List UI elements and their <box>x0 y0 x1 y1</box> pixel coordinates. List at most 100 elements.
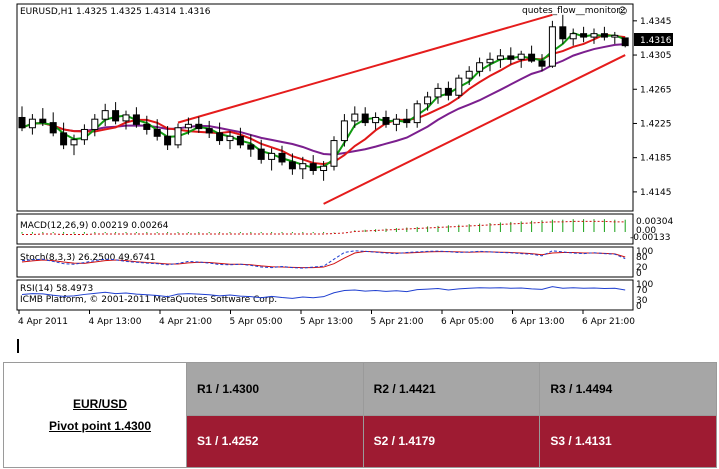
candle-body <box>39 118 47 124</box>
price-pane-frame <box>16 3 634 212</box>
macd-pane-frame <box>16 213 634 245</box>
candle-body <box>528 53 536 62</box>
candle-body <box>340 120 348 142</box>
candle-body <box>590 33 598 38</box>
candle-body <box>392 118 400 125</box>
rsi-pane[interactable]: RSI(14) 58.4973 ICMB Platform, © 2001-20… <box>16 279 653 312</box>
candle-body <box>268 152 276 160</box>
stoch-tick-0: 0 <box>636 269 642 279</box>
candle-body <box>236 135 244 146</box>
r1-cell: R1 / 1.4300 <box>186 362 364 416</box>
candle-body <box>465 70 473 79</box>
candle-body <box>247 144 255 150</box>
stoch-pane[interactable]: Stoch(8,3,3) 26.2500 49.6741 100 80 20 0 <box>16 246 653 279</box>
candle-body <box>382 116 390 125</box>
rsi-tick-30: 30 <box>636 296 648 306</box>
time-axis: 4 Apr 2011 4 Apr 13:00 4 Apr 21:00 5 Apr 05… <box>18 310 635 327</box>
candle-body <box>112 110 120 122</box>
candle-body <box>580 33 588 38</box>
price-series <box>18 13 629 205</box>
macd-signal-line <box>22 220 626 236</box>
time-tick-label: 6 Apr 13:00 <box>512 317 565 327</box>
candle-body <box>361 113 369 124</box>
candle-body <box>70 139 78 146</box>
candle-body <box>216 132 224 142</box>
current-price-label: 1.4316 <box>640 36 672 46</box>
rsi-tick-0: 0 <box>636 302 642 312</box>
rsi-pane-frame <box>16 279 634 311</box>
channel-lower-line <box>323 54 626 205</box>
pair-label: EUR/USD <box>72 397 127 411</box>
candle-body <box>517 53 525 60</box>
candle-body <box>538 60 546 67</box>
symbol-header: EURUSD,H1 1.4325 1.4325 1.4314 1.4316 <box>20 7 211 17</box>
stoch-tick-80: 80 <box>636 253 648 263</box>
s2-cell: S2 / 1.4179 <box>362 414 541 468</box>
candle-body <box>122 114 130 122</box>
candle-body <box>164 135 172 146</box>
r3-cell: R3 / 1.4494 <box>539 362 717 416</box>
time-tick-label: 4 Apr 2011 <box>18 317 68 327</box>
rsi-label: RSI(14) 58.4973 <box>20 284 93 294</box>
candle-body <box>330 140 338 167</box>
support-row: S1 / 1.4252 S2 / 1.4179 S3 / 1.4131 <box>4 414 717 468</box>
candle-body <box>80 128 88 141</box>
candle-body <box>611 34 619 38</box>
candle-body <box>257 148 265 160</box>
candle-body <box>91 118 99 130</box>
indicator-caption: quotes_flow__monitor2 <box>522 6 626 16</box>
candle-body <box>184 123 192 129</box>
price-tick-label: 1.4185 <box>640 154 672 164</box>
candle-body <box>621 37 629 47</box>
ma-slow-line <box>21 43 626 156</box>
macd-tick-top: 0.00304 <box>636 217 673 227</box>
candle-body <box>569 33 577 40</box>
pair-cell: EUR/USD Pivot point 1.4300 <box>3 362 187 468</box>
price-tick-label: 1.4145 <box>640 188 672 198</box>
time-tick-label: 6 Apr 21:00 <box>582 317 635 327</box>
candle-body <box>548 26 556 67</box>
candle-body <box>351 113 359 122</box>
candle-body <box>132 114 140 125</box>
candle-body <box>444 87 452 96</box>
candle-body <box>288 161 296 170</box>
candle-body <box>28 118 36 129</box>
macd-series <box>21 219 626 236</box>
candle-body <box>413 103 421 124</box>
candle-body <box>320 165 328 172</box>
candle-body <box>507 55 515 60</box>
candle-body <box>195 123 203 130</box>
candle-body <box>372 116 380 124</box>
main-price-pane[interactable]: EURUSD,H1 1.4325 1.4325 1.4314 1.4316 qu… <box>16 3 673 212</box>
rsi-line <box>21 286 626 299</box>
price-tick-label: 1.4225 <box>640 119 672 129</box>
s3-cell: S3 / 1.4131 <box>539 414 717 468</box>
candle-body <box>49 122 57 134</box>
stoch-pane-frame <box>16 246 634 278</box>
stoch-label: Stoch(8,3,3) 26.2500 49.6741 <box>20 253 155 263</box>
macd-label: MACD(12,26,9) 0.00219 0.00264 <box>20 221 169 231</box>
candle-body <box>455 77 463 96</box>
candle-body <box>278 152 286 163</box>
rsi-tick-70: 70 <box>636 286 648 296</box>
rsi-series <box>21 286 626 299</box>
stoch-series <box>21 250 626 269</box>
time-tick-label: 5 Apr 13:00 <box>300 317 353 327</box>
stoch-main-line <box>21 250 626 269</box>
trading-chart: EURUSD,H1 1.4325 1.4325 1.4314 1.4316 qu… <box>16 3 674 327</box>
time-tick-label: 5 Apr 21:00 <box>371 317 424 327</box>
candle-body <box>424 96 432 105</box>
smile-icon: ☺ <box>618 6 627 17</box>
resistance-row: EUR/USD Pivot point 1.4300 R1 / 1.4300 R… <box>3 362 717 468</box>
time-tick-label: 4 Apr 21:00 <box>159 317 212 327</box>
candle-body <box>205 128 213 134</box>
r2-cell: R2 / 1.4421 <box>362 362 541 416</box>
candle-body <box>403 118 411 124</box>
macd-tick-zero: 0.00 <box>636 226 656 236</box>
macd-pane[interactable]: MACD(12,26,9) 0.00219 0.00264 0.00304 0.… <box>16 213 673 245</box>
price-axis: 1.4345 1.4305 1.4265 1.4225 1.4185 1.4145 <box>633 17 672 198</box>
candle-body <box>309 163 317 172</box>
channel-upper-line <box>177 13 553 124</box>
candle-body <box>101 110 109 120</box>
candle-body <box>434 87 442 98</box>
